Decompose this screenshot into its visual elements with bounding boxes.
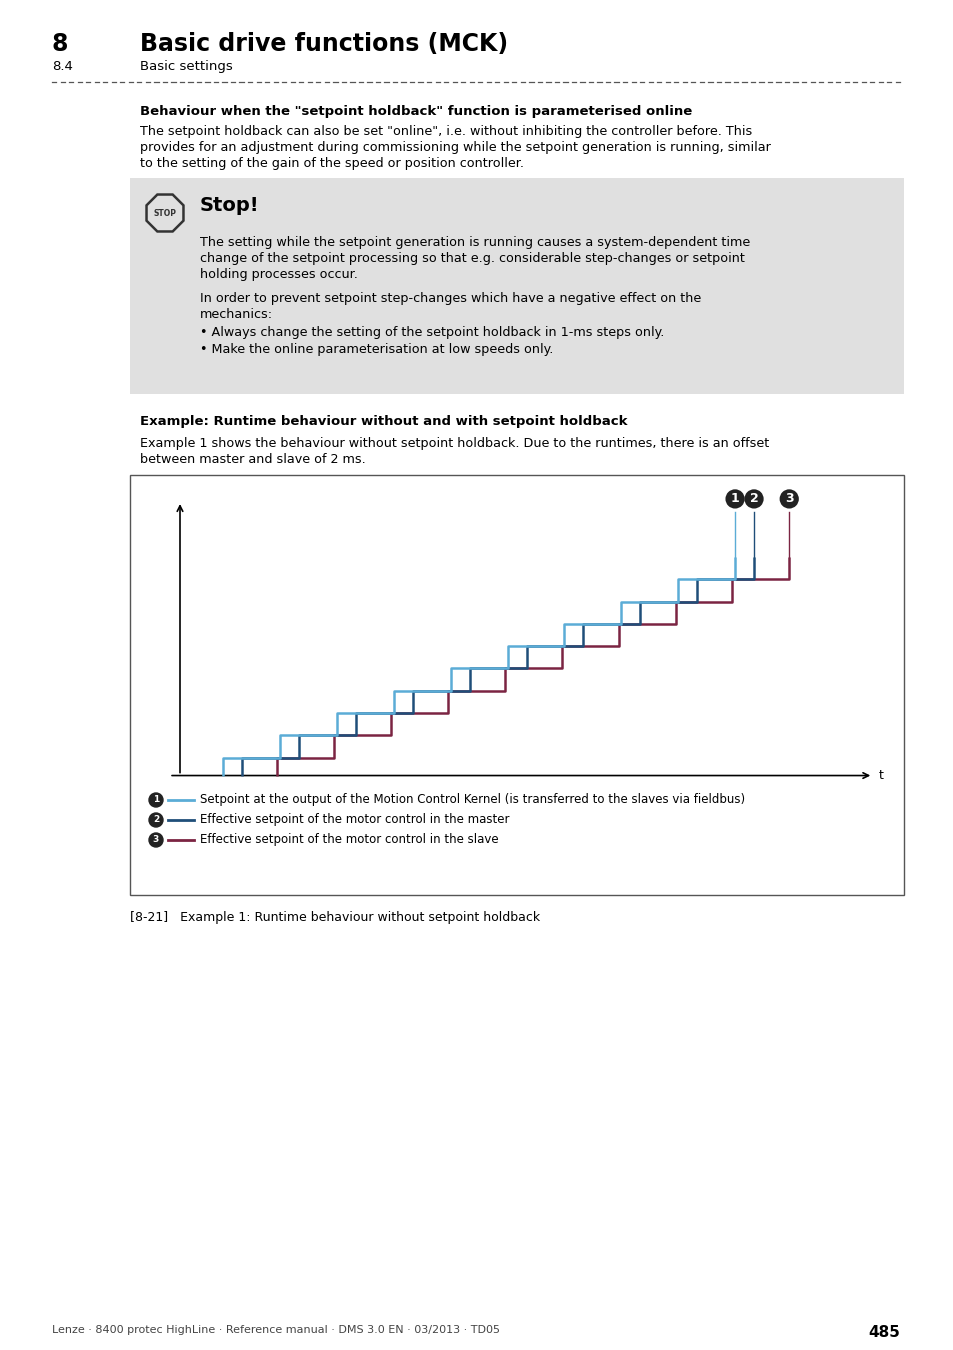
Text: Lenze · 8400 protec HighLine · Reference manual · DMS 3.0 EN · 03/2013 · TD05: Lenze · 8400 protec HighLine · Reference… — [52, 1324, 499, 1335]
Text: The setting while the setpoint generation is running causes a system-dependent t: The setting while the setpoint generatio… — [200, 236, 749, 248]
Text: [8-21]   Example 1: Runtime behaviour without setpoint holdback: [8-21] Example 1: Runtime behaviour with… — [130, 911, 539, 923]
Text: Basic settings: Basic settings — [140, 59, 233, 73]
Text: 1: 1 — [730, 493, 739, 505]
Bar — [130, 178, 903, 394]
Text: • Make the online parameterisation at low speeds only.: • Make the online parameterisation at lo… — [200, 343, 553, 356]
Text: 2: 2 — [152, 815, 159, 825]
Text: In order to prevent setpoint step-changes which have a negative effect on the: In order to prevent setpoint step-change… — [200, 292, 700, 305]
Polygon shape — [147, 194, 183, 231]
Text: Setpoint at the output of the Motion Control Kernel (is transferred to the slave: Setpoint at the output of the Motion Con… — [200, 794, 744, 806]
Bar — [130, 475, 903, 895]
Text: provides for an adjustment during commissioning while the setpoint generation is: provides for an adjustment during commis… — [140, 140, 770, 154]
Circle shape — [149, 813, 163, 828]
Text: Behaviour when the "setpoint holdback" function is parameterised online: Behaviour when the "setpoint holdback" f… — [140, 105, 692, 117]
Text: holding processes occur.: holding processes occur. — [200, 269, 357, 281]
Text: Example: Runtime behaviour without and with setpoint holdback: Example: Runtime behaviour without and w… — [140, 414, 627, 428]
Text: 3: 3 — [152, 836, 159, 845]
Text: Basic drive functions (MCK): Basic drive functions (MCK) — [140, 32, 508, 55]
Text: between master and slave of 2 ms.: between master and slave of 2 ms. — [140, 454, 365, 466]
Text: Example 1 shows the behaviour without setpoint holdback. Due to the runtimes, th: Example 1 shows the behaviour without se… — [140, 437, 768, 450]
Text: Stop!: Stop! — [200, 196, 259, 215]
Text: 8.4: 8.4 — [52, 59, 72, 73]
Text: • Always change the setting of the setpoint holdback in 1-ms steps only.: • Always change the setting of the setpo… — [200, 325, 663, 339]
Text: Effective setpoint of the motor control in the master: Effective setpoint of the motor control … — [200, 814, 509, 826]
Text: t: t — [878, 769, 882, 782]
Text: 3: 3 — [784, 493, 793, 505]
Text: 1: 1 — [152, 795, 159, 805]
Text: change of the setpoint processing so that e.g. considerable step-changes or setp: change of the setpoint processing so tha… — [200, 252, 744, 265]
Text: STOP: STOP — [153, 208, 176, 217]
Text: 2: 2 — [749, 493, 758, 505]
Text: mechanics:: mechanics: — [200, 308, 273, 321]
Circle shape — [149, 792, 163, 807]
Text: 8: 8 — [52, 32, 69, 55]
Circle shape — [149, 833, 163, 846]
Text: Effective setpoint of the motor control in the slave: Effective setpoint of the motor control … — [200, 833, 498, 846]
Text: The setpoint holdback can also be set "online", i.e. without inhibiting the cont: The setpoint holdback can also be set "o… — [140, 126, 752, 138]
Text: 485: 485 — [867, 1324, 899, 1341]
Text: to the setting of the gain of the speed or position controller.: to the setting of the gain of the speed … — [140, 157, 523, 170]
